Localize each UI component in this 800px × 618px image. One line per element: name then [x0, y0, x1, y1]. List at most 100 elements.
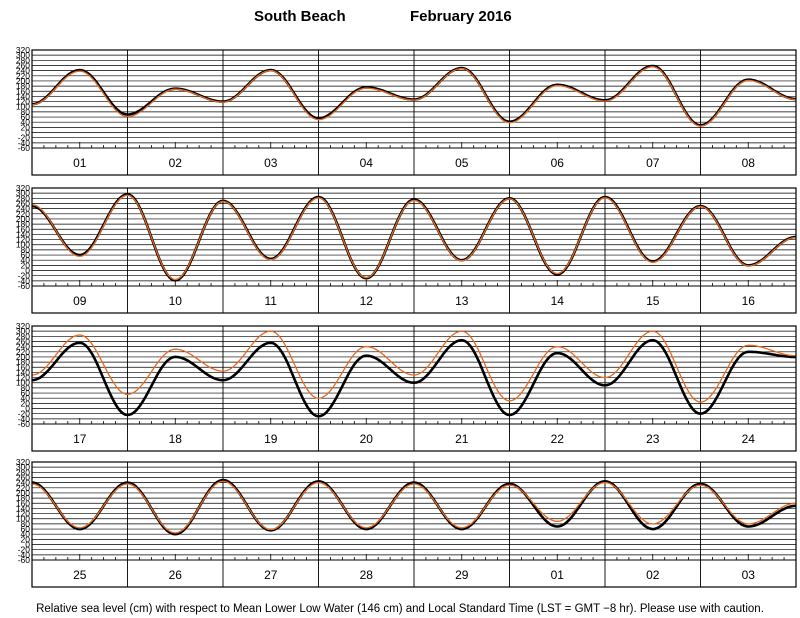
y-tick-label: 120	[16, 373, 30, 383]
y-tick-label: 320	[16, 183, 30, 193]
y-tick-label: 20	[21, 398, 31, 408]
y-tick-label: 160	[16, 86, 30, 96]
y-tick-label: 0	[25, 404, 30, 414]
day-label: 17	[73, 432, 87, 446]
y-tick-label: 0	[25, 128, 30, 138]
panel-frame	[31, 461, 797, 588]
y-tick-label: 300	[16, 50, 30, 60]
day-label: 07	[646, 156, 660, 170]
day-label: 06	[551, 156, 565, 170]
chart-caption: Relative sea level (cm) with respect to …	[36, 603, 764, 615]
panel: -60-40-200204060801001201401601802002202…	[16, 45, 797, 176]
y-tick-label: 140	[16, 91, 30, 101]
y-tick-label: 180	[16, 219, 30, 229]
y-tick-label: 20	[21, 260, 31, 270]
day-label: 26	[169, 568, 183, 582]
y-tick-label: -60	[18, 419, 31, 429]
predicted-series	[31, 330, 797, 403]
panel-frame	[31, 49, 797, 176]
day-label: 20	[360, 432, 374, 446]
panel: -60-40-200204060801001201401601802002202…	[16, 457, 797, 588]
y-tick-label: 160	[16, 498, 30, 508]
y-tick-label: 260	[16, 472, 30, 482]
chart-title-period: February 2016	[410, 8, 512, 25]
y-tick-label: -60	[18, 281, 31, 291]
y-tick-label: 260	[16, 336, 30, 346]
y-tick-label: 300	[16, 326, 30, 336]
y-tick-label: 140	[16, 367, 30, 377]
y-tick-label: 120	[16, 97, 30, 107]
y-tick-label: 280	[16, 467, 30, 477]
y-tick-label: 100	[16, 378, 30, 388]
day-label: 09	[73, 294, 87, 308]
y-tick-label: -40	[18, 276, 31, 286]
day-label: 15	[646, 294, 660, 308]
day-label: 01	[551, 568, 565, 582]
y-tick-label: 240	[16, 342, 30, 352]
y-tick-label: 40	[21, 393, 31, 403]
observed-series	[31, 338, 796, 418]
day-label: 19	[264, 432, 278, 446]
day-label: 28	[360, 568, 374, 582]
day-label: 04	[360, 156, 374, 170]
panels-group: -60-40-200204060801001201401601802002202…	[16, 45, 797, 588]
y-tick-label: 100	[16, 514, 30, 524]
day-label: 03	[742, 568, 756, 582]
y-tick-label: 220	[16, 347, 30, 357]
day-label: 03	[264, 156, 278, 170]
y-tick-label: 160	[16, 362, 30, 372]
y-tick-label: 80	[21, 519, 31, 529]
y-tick-label: 320	[16, 321, 30, 331]
day-label: 02	[646, 568, 660, 582]
day-label: 13	[455, 294, 469, 308]
y-tick-label: 280	[16, 331, 30, 341]
day-label: 16	[742, 294, 756, 308]
day-label: 05	[455, 156, 469, 170]
y-tick-label: -60	[18, 143, 31, 153]
y-tick-label: 280	[16, 55, 30, 65]
predicted-series	[31, 194, 797, 281]
y-tick-label: 120	[16, 235, 30, 245]
y-tick-label: 180	[16, 81, 30, 91]
day-label: 23	[646, 432, 660, 446]
y-tick-label: -20	[18, 133, 31, 143]
y-tick-label: 180	[16, 357, 30, 367]
y-tick-label: 100	[16, 102, 30, 112]
predicted-series	[31, 66, 797, 127]
y-tick-label: 200	[16, 352, 30, 362]
y-tick-label: 120	[16, 509, 30, 519]
y-tick-label: 140	[16, 503, 30, 513]
day-label: 14	[551, 294, 565, 308]
y-tick-label: 60	[21, 524, 31, 534]
y-tick-label: 20	[21, 534, 31, 544]
y-tick-label: 200	[16, 76, 30, 86]
day-label: 27	[264, 568, 278, 582]
y-tick-label: 20	[21, 122, 31, 132]
y-tick-label: 60	[21, 112, 31, 122]
y-tick-label: 220	[16, 483, 30, 493]
y-tick-label: 240	[16, 204, 30, 214]
day-label: 24	[742, 432, 756, 446]
y-tick-label: 0	[25, 266, 30, 276]
day-label: 18	[169, 432, 183, 446]
day-label: 01	[73, 156, 87, 170]
day-label: 12	[360, 294, 374, 308]
day-label: 25	[73, 568, 87, 582]
y-tick-label: 240	[16, 66, 30, 76]
day-label: 11	[265, 294, 278, 308]
y-tick-label: 100	[16, 240, 30, 250]
y-tick-label: 140	[16, 229, 30, 239]
y-tick-label: 320	[16, 457, 30, 467]
y-tick-label: 220	[16, 209, 30, 219]
y-tick-label: 40	[21, 117, 31, 127]
chart-title-location: South Beach	[254, 8, 346, 25]
y-tick-label: -20	[18, 409, 31, 419]
y-tick-label: -40	[18, 550, 31, 560]
day-label: 22	[551, 432, 565, 446]
y-tick-label: 300	[16, 462, 30, 472]
y-tick-label: 200	[16, 214, 30, 224]
y-tick-label: 220	[16, 71, 30, 81]
y-tick-label: 60	[21, 250, 31, 260]
panel: -60-40-200204060801001201401601802002202…	[16, 321, 797, 452]
panel: -60-40-200204060801001201401601802002202…	[16, 183, 797, 314]
